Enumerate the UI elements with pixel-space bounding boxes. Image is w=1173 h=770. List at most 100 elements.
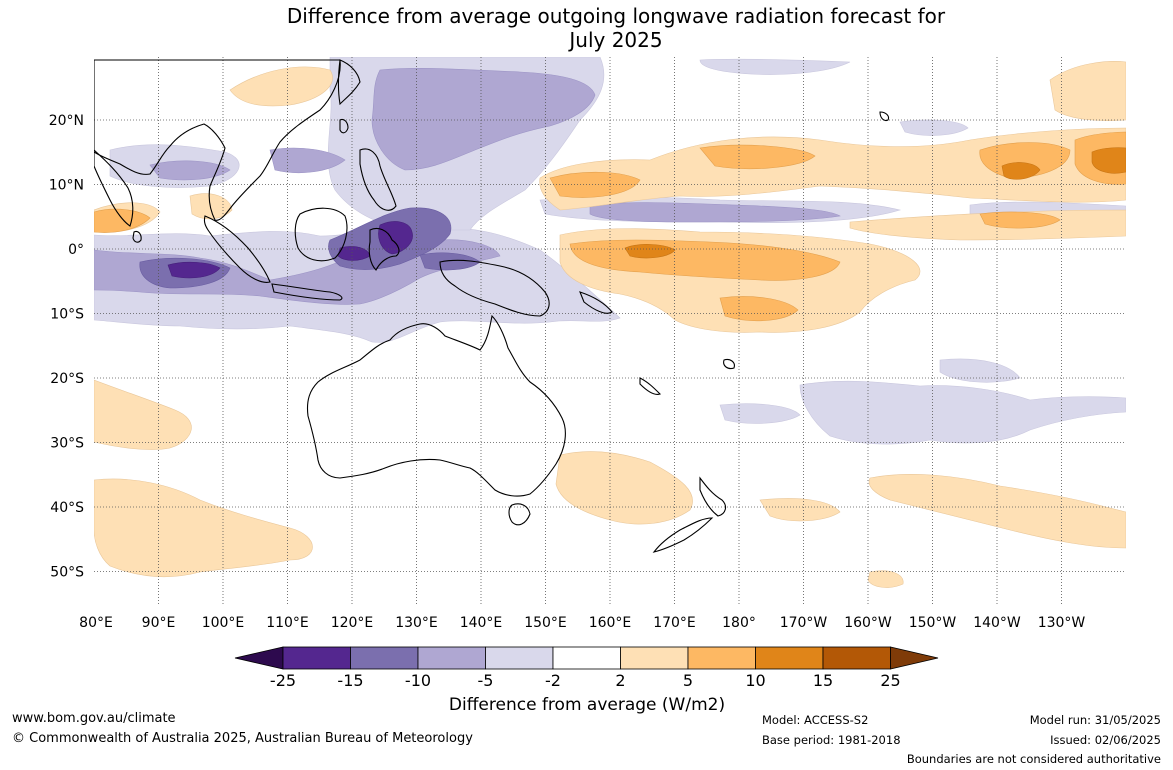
anomaly-region-indian-ocean-deep xyxy=(167,261,221,279)
japan-outline xyxy=(337,59,361,106)
longitude-label: 80°E xyxy=(79,615,113,631)
anomaly-region-northeast-pacific-dark-orange xyxy=(1001,162,1041,180)
anomaly-region-equatorial-pacific-medium xyxy=(589,202,841,223)
colorbar-tick-label: 5 xyxy=(682,671,694,690)
latitude-label: 40°S xyxy=(50,500,84,516)
colorbar-segment xyxy=(282,646,351,670)
copyright-text: © Commonwealth of Australia 2025, Austra… xyxy=(12,731,473,746)
new-guinea-outline xyxy=(439,259,550,317)
anomaly-region-east-equatorial-orange xyxy=(979,211,1061,229)
anomaly-region-south-pacific-east-light-orange xyxy=(759,498,841,522)
colorbar-segment xyxy=(417,646,486,670)
longitude-label: 170°W xyxy=(780,615,828,631)
anomaly-region-tasman-light-orange xyxy=(555,451,693,525)
anomaly-region-south-central-pacific-orange xyxy=(719,296,799,322)
anomaly-region-south-indian-light-orange xyxy=(94,379,192,450)
anomaly-region-celebes-deep xyxy=(378,221,413,255)
latitude-label: 10°S xyxy=(50,307,84,323)
issued-text: Issued: 02/06/2025 xyxy=(1050,733,1161,747)
anomaly-region-north-indochina-light-orange xyxy=(229,66,333,107)
colorbar-extend-high xyxy=(890,646,939,670)
colorbar-extend-low xyxy=(234,646,284,670)
colorbar-segment xyxy=(755,646,824,670)
title-line-1: Difference from average outgoing longwav… xyxy=(286,4,946,28)
anomaly-region-far-northeast-dark-orange xyxy=(1091,147,1126,174)
latitude-label: 10°N xyxy=(49,178,84,194)
longitude-label: 130°W xyxy=(1038,615,1086,631)
map-title: Difference from average outgoing longwav… xyxy=(0,4,1173,52)
anomaly-field xyxy=(94,57,1126,588)
colorbar-tick-label: -2 xyxy=(545,671,561,690)
anomaly-region-arabian-sea-orange xyxy=(94,208,151,233)
longitude-label: 140°E xyxy=(460,615,503,631)
longitude-label: 160°W xyxy=(844,615,892,631)
anomaly-region-north-pacific-light xyxy=(699,58,851,75)
colorbar-tick-label: 10 xyxy=(745,671,766,690)
colorbar xyxy=(234,646,939,670)
anomaly-region-south-pacific-light xyxy=(799,380,1126,445)
anomaly-region-central-pacific-light xyxy=(939,358,1021,383)
anomaly-region-southwest-indian-light-orange xyxy=(94,478,313,578)
longitude-label: 150°E xyxy=(524,615,567,631)
coastlines xyxy=(94,59,890,553)
colorbar-segment xyxy=(552,646,621,670)
anomaly-region-central-pacific-dark-orange xyxy=(624,244,676,259)
colorbar-segment xyxy=(687,646,756,670)
anomaly-region-north-central-pacific-orange xyxy=(699,144,816,170)
anomaly-region-bay-light-orange xyxy=(189,193,233,220)
anomaly-region-northeast-pacific-light xyxy=(899,119,969,136)
longitude-label: 170°E xyxy=(653,615,696,631)
longitude-labels: 80°E 90°E 100°E 110°E 120°E 130°E 140°E 150°E 16… xyxy=(79,615,1085,631)
anomaly-region-south-china-sea-medium xyxy=(269,147,346,174)
new-caledonia-outline xyxy=(639,377,662,395)
taiwan-outline xyxy=(339,118,349,134)
longitude-label: 90°E xyxy=(142,615,176,631)
southeast-asia-outline xyxy=(94,59,341,221)
tasmania-outline xyxy=(508,503,531,526)
title-line-2: July 2025 xyxy=(569,28,663,52)
latitude-label: 0° xyxy=(68,242,84,258)
colorbar-tick-label: -25 xyxy=(269,671,297,690)
colorbar-tick-label: 2 xyxy=(615,671,626,690)
java-outline xyxy=(271,283,343,301)
longitude-label: 160°E xyxy=(589,615,632,631)
australia-outline xyxy=(306,314,566,497)
longitude-label: 130°E xyxy=(395,615,438,631)
anomaly-region-philippine-sea-medium xyxy=(371,67,596,171)
colorbar-segment xyxy=(350,646,419,670)
borneo-outline xyxy=(294,207,348,262)
colorbar-tick-label: 15 xyxy=(812,671,834,690)
longitude-label: 140°W xyxy=(973,615,1021,631)
anomaly-region-indochina-medium xyxy=(149,160,231,181)
new-zealand-north-outline xyxy=(699,476,727,517)
anomaly-region-tasman-light xyxy=(719,403,801,424)
colorbar-tick-label: -15 xyxy=(337,671,364,690)
latitude-label: 20°S xyxy=(50,371,84,387)
colorbar-tick-label: -5 xyxy=(477,671,494,690)
anomaly-region-subtropical-light-orange xyxy=(867,570,904,588)
colorbar-segment xyxy=(485,646,554,670)
model-text: Model: ACCESS-S2 xyxy=(762,713,869,727)
website-link[interactable]: www.bom.gov.au/climate xyxy=(12,711,176,726)
latitude-label: 50°S xyxy=(50,565,84,581)
latitude-label: 30°S xyxy=(50,436,84,452)
sumatra-outline xyxy=(203,215,271,283)
india-outline xyxy=(94,149,134,227)
colorbar-segment xyxy=(822,646,891,670)
longitude-label: 110°E xyxy=(266,615,309,631)
anomaly-region-south-pacific-light-orange xyxy=(868,473,1126,549)
longitude-label: 100°E xyxy=(202,615,245,631)
hawaii-outline xyxy=(879,111,890,122)
disclaimer-text: Boundaries are not considered authoritat… xyxy=(906,752,1161,766)
colorbar-title: Difference from average (W/m2) xyxy=(448,695,726,715)
gridlines xyxy=(94,57,1126,605)
model-run-text: Model run: 31/05/2025 xyxy=(1029,713,1161,727)
sri-lanka-outline xyxy=(132,230,142,243)
sulawesi-outline xyxy=(368,227,400,271)
longitude-label: 150°W xyxy=(909,615,957,631)
latitude-label: 20°N xyxy=(49,113,84,129)
longitude-label: 180° xyxy=(722,615,756,631)
solomon-islands-outline xyxy=(579,291,613,314)
base-period-text: Base period: 1981-2018 xyxy=(762,733,901,747)
